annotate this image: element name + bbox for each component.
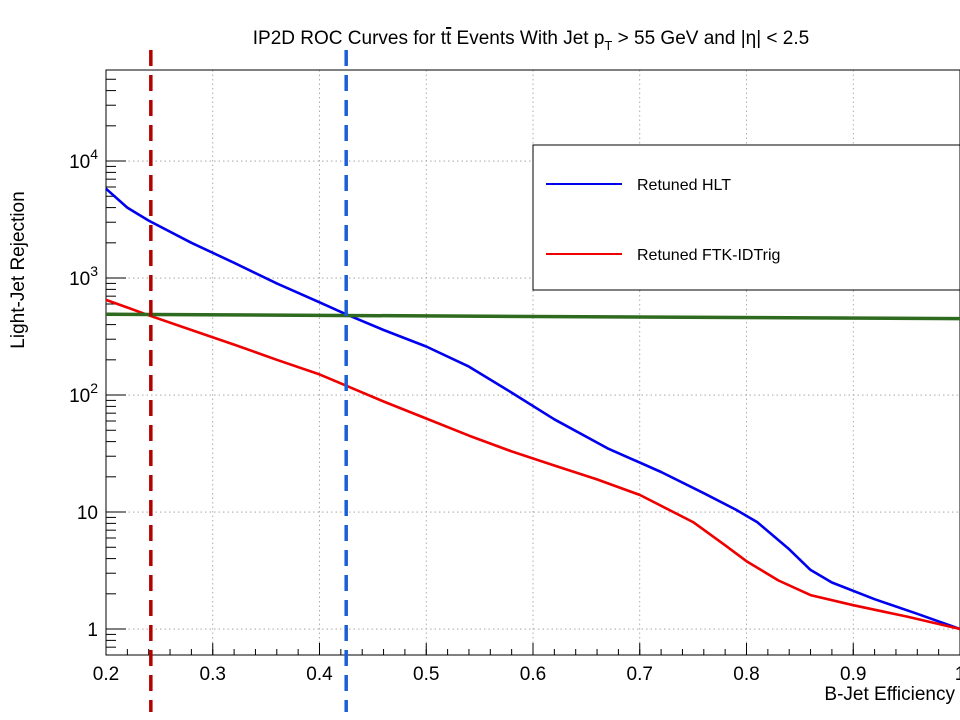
y-tick-label: 10	[77, 503, 98, 524]
x-tick-label: 0.9	[840, 664, 866, 685]
x-tick-label: 1	[955, 664, 960, 685]
x-tick-label: 0.5	[413, 664, 439, 685]
legend-label-ftk: Retuned FTK-IDTrig	[637, 247, 780, 264]
x-tick-label: 0.2	[93, 664, 119, 685]
x-tick-label: 0.4	[306, 664, 333, 685]
legend-box	[532, 144, 960, 291]
x-axis-label: B-Jet Efficiency	[824, 684, 955, 705]
series-layer	[105, 187, 960, 631]
y-tick-label: 1	[87, 620, 98, 641]
reference-line-layer	[105, 50, 960, 712]
legend: Retuned HLT Retuned FTK-IDTrig	[532, 144, 960, 291]
chart-title: IP2D ROC Curves for tt Events With Jet p…	[253, 28, 809, 53]
y-tick-label: 104	[69, 146, 98, 173]
y-tick-label: 102	[69, 380, 98, 407]
y-axis-label: Light-Jet Rejection	[8, 191, 29, 348]
x-tick-label: 0.8	[733, 664, 759, 685]
y-tick-label: 103	[69, 263, 98, 290]
series-line-ftk	[105, 298, 960, 631]
x-tick-label: 0.3	[200, 664, 226, 685]
x-tick-label: 0.6	[520, 664, 546, 685]
series-line-hlt	[105, 187, 960, 631]
legend-label-hlt: Retuned HLT	[637, 177, 731, 194]
horizontal-reference-line	[105, 312, 960, 321]
x-tick-label: 0.7	[627, 664, 653, 685]
tick-label-layer: 0.2 0.3 0.4 0.5 0.6 0.7 0.8 0.9 1 1 10 102 103 104	[69, 146, 960, 685]
tbar-t: t	[446, 28, 452, 49]
